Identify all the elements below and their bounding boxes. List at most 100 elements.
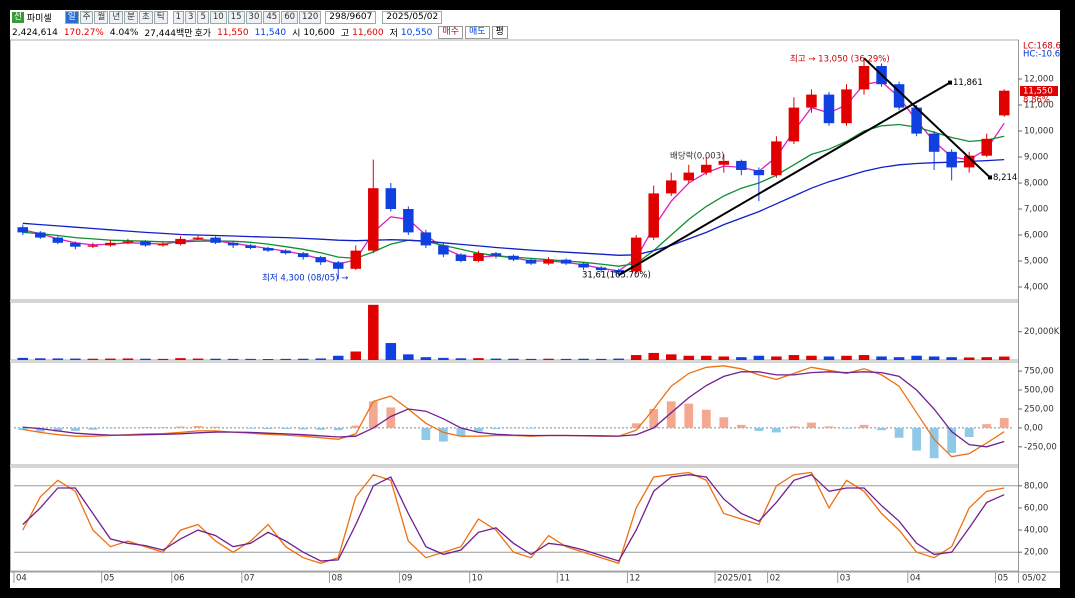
stock-name[interactable]: 파미셀 [26,14,52,24]
volume-bar [963,357,975,360]
histogram-bar [999,418,1009,428]
volume-bar [595,358,607,360]
period-button[interactable]: 분 [124,11,138,24]
open-label: 시 [292,29,301,39]
volume-bar [280,358,291,360]
interval-button[interactable]: 5 [197,11,209,24]
histogram-bar [88,427,98,430]
interval-button[interactable]: 3 [185,11,197,24]
candle-body [438,245,449,255]
trendline-label: 11,861 [953,78,983,88]
y-tick-label: 250,00 [1024,404,1054,414]
y-tick-label: 4,000 [1024,283,1048,293]
candle-body [648,193,659,238]
period-button[interactable]: 틱 [153,11,168,24]
volume-bar [297,358,309,360]
interval-button[interactable]: 15 [227,11,245,24]
side-label: 11,550 [1023,87,1053,97]
candle-body [946,151,957,168]
period-button[interactable]: 초 [138,11,153,24]
candle-body [455,254,467,261]
candle-body [70,242,81,247]
histogram-bar [736,424,746,428]
volume-bar [210,358,221,360]
candle-body [140,241,151,246]
volume-bar [893,357,905,360]
histogram-bar [368,401,378,428]
histogram-bar [421,427,431,441]
candle-body [893,84,905,108]
bid-ask-label: 호가 [194,29,212,39]
x-tick-label: 2025/01 [717,574,752,584]
histogram-bar [964,427,974,437]
volume-bar [648,352,659,360]
interval-button[interactable]: 120 [299,11,322,24]
period-button[interactable]: 년 [109,11,124,24]
histogram-bar [772,427,781,433]
histogram-bar [333,427,343,431]
side-label: LC:168.60 [1023,42,1060,52]
volume-bar [490,358,502,360]
x-tick-label: 04 [16,574,27,584]
y-tick-label: 60,00 [1024,503,1048,513]
trendline-end [948,80,952,85]
candle-body [858,66,870,90]
x-tick-label: 03 [840,574,851,584]
chart: 4,000 5,000 6,000 7,000 8,000 9,000 10,000 11,0… [10,39,1060,584]
volume-bar [473,358,484,360]
sell-button[interactable]: 매도 [464,26,490,39]
y-tick-label: 0,00 [1024,423,1043,433]
volume-bar [823,356,835,360]
x-tick-label: 07 [244,574,255,584]
histogram-bar [35,427,45,432]
histogram-bar [298,427,308,430]
candle-body [175,238,186,245]
volume-bar [438,357,449,360]
volume-bar [771,356,782,360]
interval-button[interactable]: 10 [209,11,227,24]
histogram-bar [351,425,361,428]
volume-bar [718,356,730,360]
interval-button[interactable]: 45 [263,11,281,24]
pane-frame [10,301,1019,361]
volume-bar [368,304,379,360]
indicator-line [22,365,1005,458]
volume-bar [157,358,169,360]
period-button[interactable]: 월 [94,11,109,24]
date-field[interactable]: 2025/05/02 [382,11,443,24]
x-tick-label: 12 [629,574,640,584]
volume-bar [998,356,1010,360]
stock-icon[interactable]: 선 [12,12,24,23]
period-button[interactable]: 주 [79,11,94,24]
candle-body [701,164,712,173]
eval-button[interactable]: 평 [491,26,508,39]
volume-bar [17,357,29,360]
volume-bar [105,358,116,360]
y-tick-label: 9,000 [1024,153,1048,163]
period-button[interactable]: 일 [64,11,79,24]
candle-body [368,188,379,251]
volume-bar [87,358,99,360]
candle-body [350,250,362,269]
volume-bar [227,358,239,360]
interval-button[interactable]: 60 [281,11,299,24]
buy-button[interactable]: 매수 [438,26,463,39]
volume-bar [560,358,572,360]
count-field[interactable]: 298/9607 [325,11,377,24]
trendline-end [988,175,992,180]
histogram-bar [193,425,203,428]
trendline [863,57,991,179]
candle-body [963,155,975,168]
histogram-bar [53,427,63,432]
histogram-bar [316,427,326,430]
volume-bar [332,355,344,360]
interval-button[interactable]: 30 [245,11,263,24]
interval-button[interactable]: 1 [172,11,185,24]
histogram-bar [439,427,448,442]
histogram-bar [526,427,536,429]
volume-bar [350,351,362,360]
histogram-bar [684,403,694,428]
annotation: 31,61(165.70%) [582,271,651,281]
x-tick-label: 09 [402,574,413,584]
